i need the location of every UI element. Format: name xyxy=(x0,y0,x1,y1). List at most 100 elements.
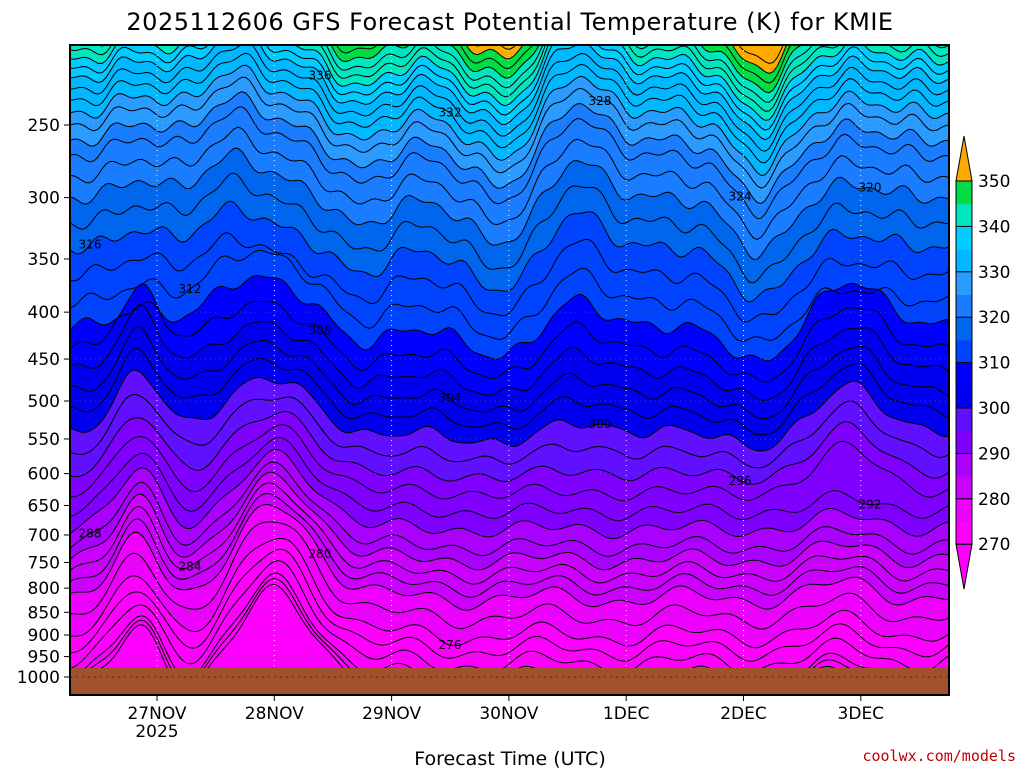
grid-lines xyxy=(70,45,949,695)
contour-label: 328 xyxy=(589,94,612,108)
contour-label: 336 xyxy=(309,69,332,83)
theta-contour xyxy=(70,172,949,284)
y-tick-label: 450 xyxy=(28,350,60,370)
colorbar-label: 330 xyxy=(978,263,1010,283)
contour-label: 308 xyxy=(309,324,332,338)
colorbar-segment xyxy=(956,521,972,545)
colorbar-segment xyxy=(956,408,972,432)
colorbar-segment xyxy=(956,226,972,250)
theta-contour xyxy=(70,482,949,585)
y-axis: 250 300 350 400 450 500 550 600 650 700 750 800 850 9… xyxy=(17,116,70,688)
theta-contour xyxy=(70,347,949,436)
colorbar-segment xyxy=(956,294,972,318)
colorbar-segment xyxy=(956,498,972,522)
theta-contour xyxy=(70,369,949,452)
colorbar-label: 350 xyxy=(978,172,1010,192)
theta-contour xyxy=(70,45,949,112)
theta-contour xyxy=(70,424,949,502)
colorbar-segment xyxy=(956,249,972,273)
theta-contour xyxy=(70,232,949,323)
plot-frame xyxy=(69,44,950,696)
y-tick-label: 400 xyxy=(28,303,60,323)
theta-contour xyxy=(70,560,949,677)
x-tick-label: 28NOV xyxy=(245,704,304,724)
x-axis: 27NOV 28NOV 29NOV 30NOV 1DEC 2DEC 3DEC xyxy=(127,695,884,724)
colorbar-label: 300 xyxy=(978,399,1010,419)
colorbar-label: 340 xyxy=(978,217,1010,237)
chart-title: 2025112606 GFS Forecast Potential Temper… xyxy=(126,8,893,36)
y-tick-label: 750 xyxy=(28,553,60,573)
colorbar-label: 320 xyxy=(978,308,1010,328)
theta-contour xyxy=(335,45,792,84)
surface-ground xyxy=(70,668,949,695)
theta-contour xyxy=(70,461,949,557)
contour-label: 304 xyxy=(439,391,462,405)
theta-contour xyxy=(70,521,949,630)
theta-contour xyxy=(70,548,949,662)
contour-label: 292 xyxy=(859,497,882,511)
x-tick-label: 1DEC xyxy=(603,704,650,724)
x-axis-title: Forecast Time (UTC) xyxy=(414,748,605,768)
theta-contour xyxy=(70,126,949,241)
theta-band xyxy=(70,584,949,695)
plot-area xyxy=(70,45,949,695)
y-tick-label: 900 xyxy=(28,626,60,646)
theta-contour xyxy=(70,283,949,383)
colorbar-segment xyxy=(956,339,972,364)
colorbar-segment xyxy=(956,362,972,386)
theta-contour xyxy=(70,537,949,649)
colorbar-segment xyxy=(956,203,972,227)
x-tick-label: 2DEC xyxy=(720,704,767,724)
colorbar-label: 270 xyxy=(978,535,1010,555)
colorbar-label: 280 xyxy=(978,490,1010,510)
contour-label: 324 xyxy=(729,190,752,204)
contour-label: 300 xyxy=(589,417,612,431)
theta-contour xyxy=(70,45,949,152)
theta-contour xyxy=(70,200,949,303)
colorbar: 270 280 290 300 310 320 330 340 350 xyxy=(955,135,1010,590)
y-tick-label: 500 xyxy=(28,392,60,412)
theta-contour xyxy=(70,492,949,598)
contour-label: 296 xyxy=(729,474,752,488)
theta-contour xyxy=(70,448,949,540)
colorbar-label: 310 xyxy=(978,354,1010,374)
theta-contour xyxy=(70,45,949,131)
theta-contour xyxy=(70,147,949,260)
theta-contour xyxy=(70,326,949,420)
colorbar-segment xyxy=(956,453,972,477)
colorbar-label: 290 xyxy=(978,444,1010,464)
y-tick-label: 650 xyxy=(28,496,60,516)
colorbar-min-triangle xyxy=(955,543,973,590)
theta-band-top xyxy=(474,45,784,64)
y-tick-label: 950 xyxy=(28,648,60,668)
isentrope-bands xyxy=(70,45,949,695)
theta-contour xyxy=(70,106,949,220)
contour-label: 312 xyxy=(179,282,202,296)
theta-contour xyxy=(70,91,949,205)
y-tick-label: 300 xyxy=(28,189,60,209)
colorbar-max-triangle xyxy=(955,135,973,182)
theta-contour xyxy=(97,45,949,103)
contour-label: 316 xyxy=(79,237,102,251)
x-tick-label: 3DEC xyxy=(838,704,885,724)
colorbar-segment xyxy=(956,430,972,454)
y-tick-label: 600 xyxy=(28,465,60,485)
contour-label: 284 xyxy=(179,560,202,574)
x-tick-label: 29NOV xyxy=(362,704,421,724)
colorbar-segment xyxy=(956,181,972,205)
theta-contour xyxy=(70,503,949,611)
theta-contour xyxy=(70,249,949,342)
theta-contour xyxy=(70,45,949,141)
contour-label: 332 xyxy=(439,106,462,120)
contour-label: 276 xyxy=(439,638,462,652)
x-year-label: 2025 xyxy=(135,722,178,742)
y-tick-label: 550 xyxy=(28,430,60,450)
colorbar-segment xyxy=(956,271,972,295)
theta-contour xyxy=(70,304,949,401)
theta-contour xyxy=(473,45,784,65)
theta-contour xyxy=(70,45,949,121)
theta-contour xyxy=(70,76,949,189)
y-tick-label: 1000 xyxy=(17,668,60,688)
y-tick-label: 250 xyxy=(28,116,60,136)
